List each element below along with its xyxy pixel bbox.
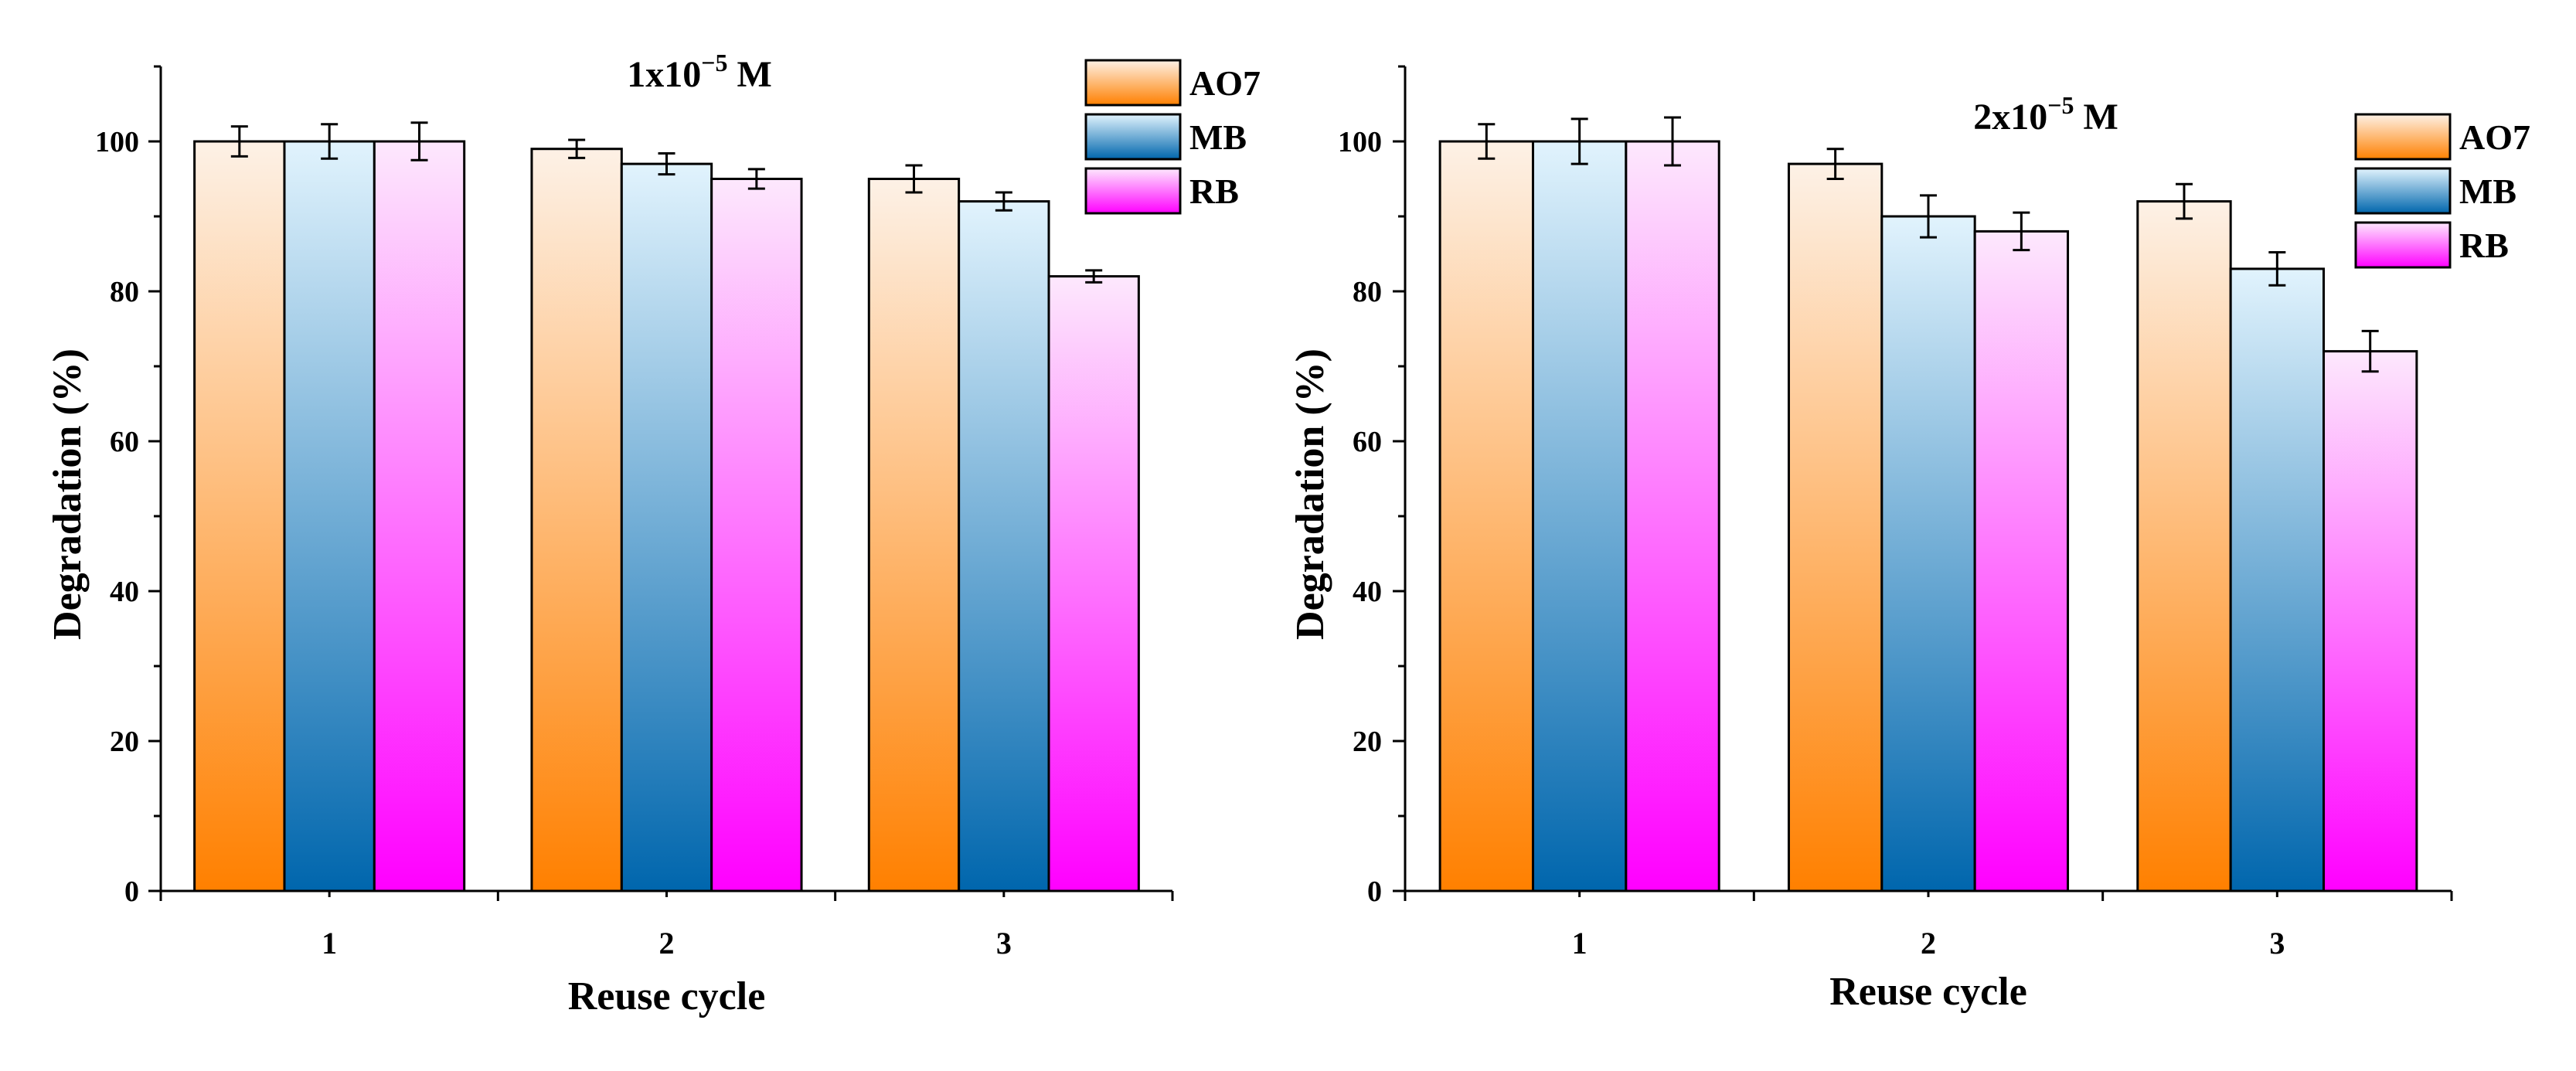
x-tick-label-2: 2 (1921, 926, 1936, 960)
y-tick-label: 100 (95, 126, 139, 158)
y-tick-label: 0 (124, 876, 139, 908)
legend-swatch-mb (1084, 113, 1182, 161)
bar-rb-cycle-1 (1625, 140, 1720, 892)
y-axis-label: Degradation (%) (1288, 348, 1332, 640)
bar-mb-cycle-3 (2229, 267, 2326, 892)
x-tick-label-1: 1 (1572, 926, 1587, 960)
bar-rb-cycle-3 (1047, 275, 1140, 892)
x-tick-label-3: 3 (996, 926, 1012, 960)
legend-swatch-ao7 (2354, 113, 2452, 161)
error-bar-ao7-cycle-3 (2175, 182, 2193, 220)
error-bar-mb-cycle-1 (1570, 117, 1588, 165)
bar-rb-cycle-1 (373, 140, 466, 892)
error-bar-ao7-cycle-3 (905, 164, 923, 194)
error-bar-ao7-cycle-2 (568, 138, 586, 159)
y-tick-label: 20 (110, 726, 139, 758)
error-bar-mb-cycle-1 (321, 123, 339, 160)
y-tick-label: 0 (1367, 876, 1382, 908)
bar-mb-cycle-2 (620, 162, 713, 892)
legend-label-ao7: AO7 (1189, 63, 1261, 103)
bar-ao7-cycle-1 (1438, 140, 1534, 892)
x-tick-label-3: 3 (2269, 926, 2285, 960)
error-bar-rb-cycle-2 (747, 168, 765, 190)
chart-title: 2x10−5 M (1973, 91, 2118, 138)
chart-title: 1x10−5 M (627, 49, 772, 95)
error-bar-mb-cycle-3 (995, 191, 1012, 212)
legend-label-ao7: AO7 (2459, 117, 2530, 157)
error-bar-rb-cycle-3 (2361, 329, 2379, 373)
bar-mb-cycle-2 (1880, 215, 1976, 892)
y-tick-label: 40 (1353, 576, 1382, 608)
x-axis-label: Reuse cycle (1829, 970, 2027, 1014)
y-axis-label: Degradation (%) (46, 348, 90, 640)
legend: AO7 MB RB (1084, 59, 1261, 215)
y-tick-label: 100 (1338, 126, 1382, 158)
legend-swatch-rb (1084, 167, 1182, 215)
bar-mb-cycle-1 (283, 140, 376, 892)
legend-label-mb: MB (1189, 117, 1247, 157)
error-bar-ao7-cycle-1 (230, 125, 248, 158)
y-tick-label: 60 (1353, 426, 1382, 458)
error-bar-rb-cycle-2 (2013, 211, 2030, 252)
legend-label-mb: MB (2459, 172, 2516, 211)
bar-mb-cycle-1 (1531, 140, 1628, 892)
bar-mb-cycle-3 (958, 200, 1050, 892)
bar-rb-cycle-3 (2322, 350, 2418, 892)
x-axis-label: Reuse cycle (568, 974, 766, 1018)
legend-swatch-mb (2354, 167, 2452, 215)
y-tick-label: 40 (110, 576, 139, 608)
legend: AO7 MB RB (2354, 113, 2530, 269)
x-tick-label-1: 1 (322, 926, 337, 960)
y-tick-label: 60 (110, 426, 139, 458)
y-tick-label: 20 (1353, 726, 1382, 758)
legend-swatch-rb (2354, 221, 2452, 269)
error-bar-mb-cycle-2 (1920, 194, 1937, 239)
bar-rb-cycle-2 (710, 178, 803, 892)
bar-rb-cycle-2 (1973, 230, 2070, 892)
legend-label-rb: RB (1189, 172, 1239, 211)
error-bar-rb-cycle-3 (1085, 269, 1103, 284)
chart-panel-1: 0 20 40 60 80 100 1 2 3 Reuse cycle Degradation (%… (46, 49, 1261, 1018)
chart-panel-2: 0 20 40 60 80 100 1 2 3 Reuse cycle Degradation (%… (1288, 65, 2530, 1014)
bar-ao7-cycle-2 (530, 148, 623, 892)
y-tick-label: 80 (110, 276, 139, 308)
bar-ao7-cycle-3 (867, 178, 961, 892)
bar-ao7-cycle-3 (2136, 200, 2232, 892)
legend-label-rb: RB (2459, 226, 2509, 265)
y-tick-label: 80 (1353, 276, 1382, 308)
x-tick-label-2: 2 (659, 926, 675, 960)
error-bar-rb-cycle-1 (1664, 116, 1682, 167)
error-bar-ao7-cycle-2 (1826, 148, 1844, 180)
legend-swatch-ao7 (1084, 59, 1182, 107)
error-bar-mb-cycle-2 (658, 152, 675, 176)
bar-ao7-cycle-1 (193, 140, 286, 892)
error-bar-mb-cycle-3 (2268, 251, 2286, 287)
bar-ao7-cycle-2 (1787, 162, 1884, 892)
error-bar-ao7-cycle-1 (1478, 123, 1496, 160)
error-bar-rb-cycle-1 (410, 121, 428, 162)
